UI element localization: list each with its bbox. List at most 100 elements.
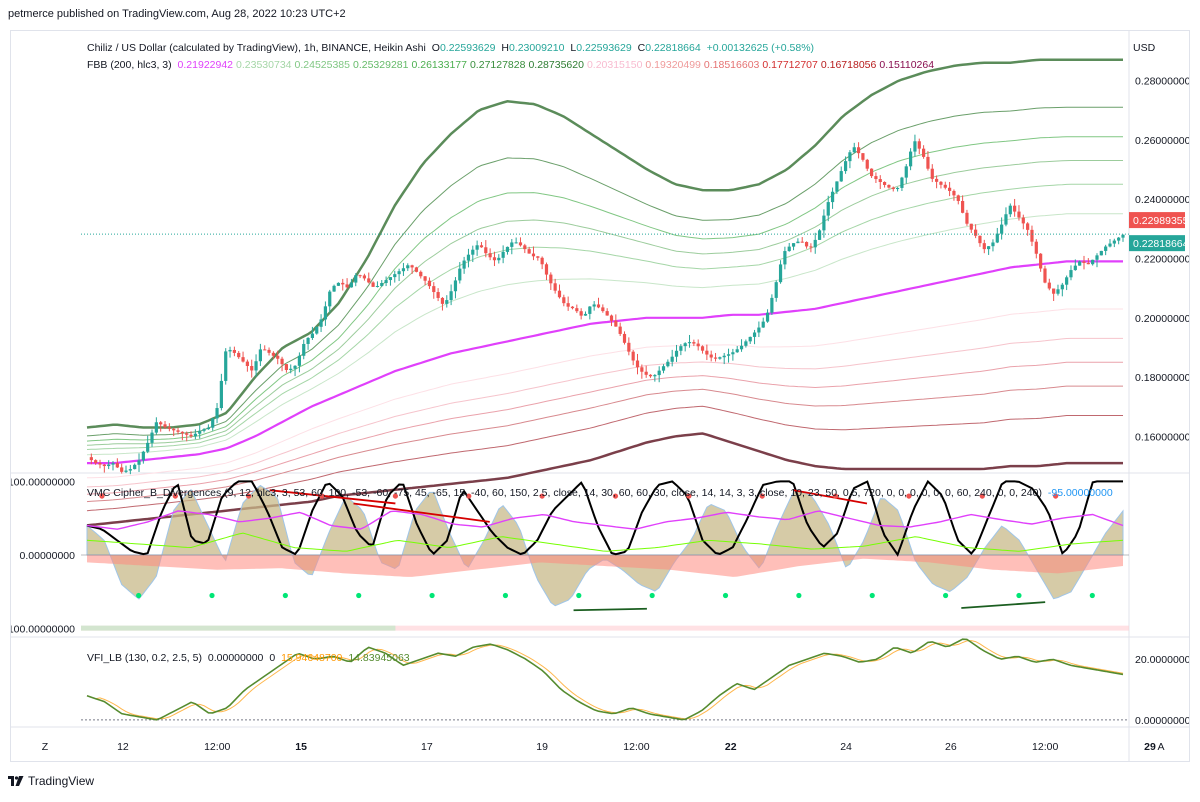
candle-body [250, 366, 254, 371]
fbb-upper-band-4 [86, 106, 1123, 437]
vmc-label[interactable]: VMC Cipher_B_Divergences (9, 12, hlc3, 3… [87, 487, 1042, 499]
vmc-value: -95.00000000 [1047, 487, 1113, 499]
candle-body [904, 166, 908, 178]
high-value: 0.23009210 [508, 42, 565, 54]
candle-body [908, 151, 913, 167]
candle-body [627, 342, 631, 352]
time-tick-label: 15 [295, 741, 307, 753]
fbb-value-6: 0.28735620 [528, 59, 584, 71]
candle-body [709, 354, 713, 358]
candle-body [757, 327, 761, 333]
fbb-lower-band-1 [86, 337, 1123, 488]
time-tick-label: 12 [117, 741, 129, 753]
candle-body [687, 342, 692, 344]
candle-body [1052, 288, 1056, 294]
candle-body [1104, 246, 1108, 251]
candle-body [527, 249, 531, 254]
candle-body [449, 291, 453, 301]
candle-body [146, 442, 150, 452]
candle-body [440, 297, 445, 304]
change-value: +0.00132625 (+0.58%) [706, 42, 815, 54]
signal-dot [282, 592, 288, 599]
close-label: C [637, 42, 646, 54]
chart-canvas[interactable]: 0.28000000 0.26000000 0.24000000 0.22000000… [11, 31, 1189, 761]
candle-body [466, 254, 471, 261]
candle-body [718, 357, 722, 359]
candle-body [648, 374, 653, 377]
candle-body [293, 365, 297, 369]
divergence-line-4 [793, 489, 868, 505]
candle-body [644, 371, 648, 375]
signal-dot [1016, 592, 1022, 599]
candle-body [817, 230, 822, 240]
signal-dot [832, 493, 839, 499]
candle-body [1082, 261, 1086, 263]
candle-body [362, 275, 367, 279]
candle-body [237, 352, 241, 358]
candle-body [1021, 217, 1025, 224]
candle-body [180, 431, 184, 434]
signal-dot [392, 493, 398, 499]
fbb-value-0: 0.21922942 [177, 59, 234, 71]
candle-body [987, 246, 991, 250]
candle-body [692, 342, 696, 344]
close-value: 0.22818664 [645, 42, 701, 54]
candle-body [345, 284, 349, 288]
candle-body [974, 229, 978, 236]
candle-body [726, 354, 731, 356]
signal-dot [869, 592, 875, 599]
candle-body [1073, 265, 1077, 271]
candle-body [245, 361, 249, 367]
zoom-button-z: Z [42, 741, 49, 753]
candle-body [479, 245, 484, 248]
candle-body [1056, 289, 1060, 294]
vfi-label[interactable]: VFI_LB (130, 0.2, 2.5, 5) [87, 652, 202, 664]
candle-body [640, 367, 644, 372]
candle-body [670, 356, 674, 362]
candle-body [107, 464, 111, 467]
signal-dot [429, 592, 435, 599]
divergence-line-0 [269, 489, 396, 505]
signal-dot [1053, 493, 1059, 499]
candle-body [622, 333, 627, 343]
symbol-title[interactable]: Chiliz / US Dollar (calculated by Tradin… [87, 42, 426, 54]
candle-body [1060, 284, 1064, 290]
candle-body [501, 251, 505, 258]
candle-body [948, 187, 952, 191]
candle-body [159, 422, 163, 425]
candle-body [384, 280, 388, 284]
candle-body [557, 290, 562, 298]
fbb-value-2: 0.24525385 [294, 59, 350, 71]
candle-body [952, 190, 956, 196]
divergence-line-1 [353, 502, 490, 523]
candle-body [375, 285, 380, 287]
time-tick-label: 29 [1144, 741, 1156, 753]
fbb-value-4: 0.26133177 [411, 59, 467, 71]
tradingview-logo[interactable]: TradingView [8, 774, 94, 788]
candle-body [1086, 262, 1090, 265]
currency-label: USD [1133, 42, 1156, 54]
candle-body [661, 366, 666, 371]
candle-body [1069, 270, 1073, 278]
vfi-value-2: 0 [269, 652, 276, 664]
signal-dot [722, 592, 729, 599]
candle-body [371, 282, 375, 287]
candle-body [497, 257, 501, 261]
vmc-bottom-strip [81, 625, 1129, 631]
candle-body [835, 181, 839, 192]
candle-body [206, 427, 210, 430]
candle-body [120, 467, 124, 472]
candle-body [739, 345, 744, 350]
fbb-label[interactable]: FBB (200, hlc3, 3) [87, 59, 172, 71]
candle-body [510, 242, 514, 247]
candle-body [895, 187, 900, 190]
signal-dot [759, 493, 765, 499]
candle-body [1013, 205, 1017, 212]
candle-body [674, 350, 679, 357]
candle-body [995, 233, 999, 243]
candle-body [609, 315, 614, 321]
candle-body [128, 469, 132, 471]
candle-body [124, 470, 128, 472]
vfi-value-4: 14.83945063 [348, 652, 410, 664]
vmc-legend: VMC Cipher_B_Divergences (9, 12, hlc3, 3… [87, 486, 1116, 500]
